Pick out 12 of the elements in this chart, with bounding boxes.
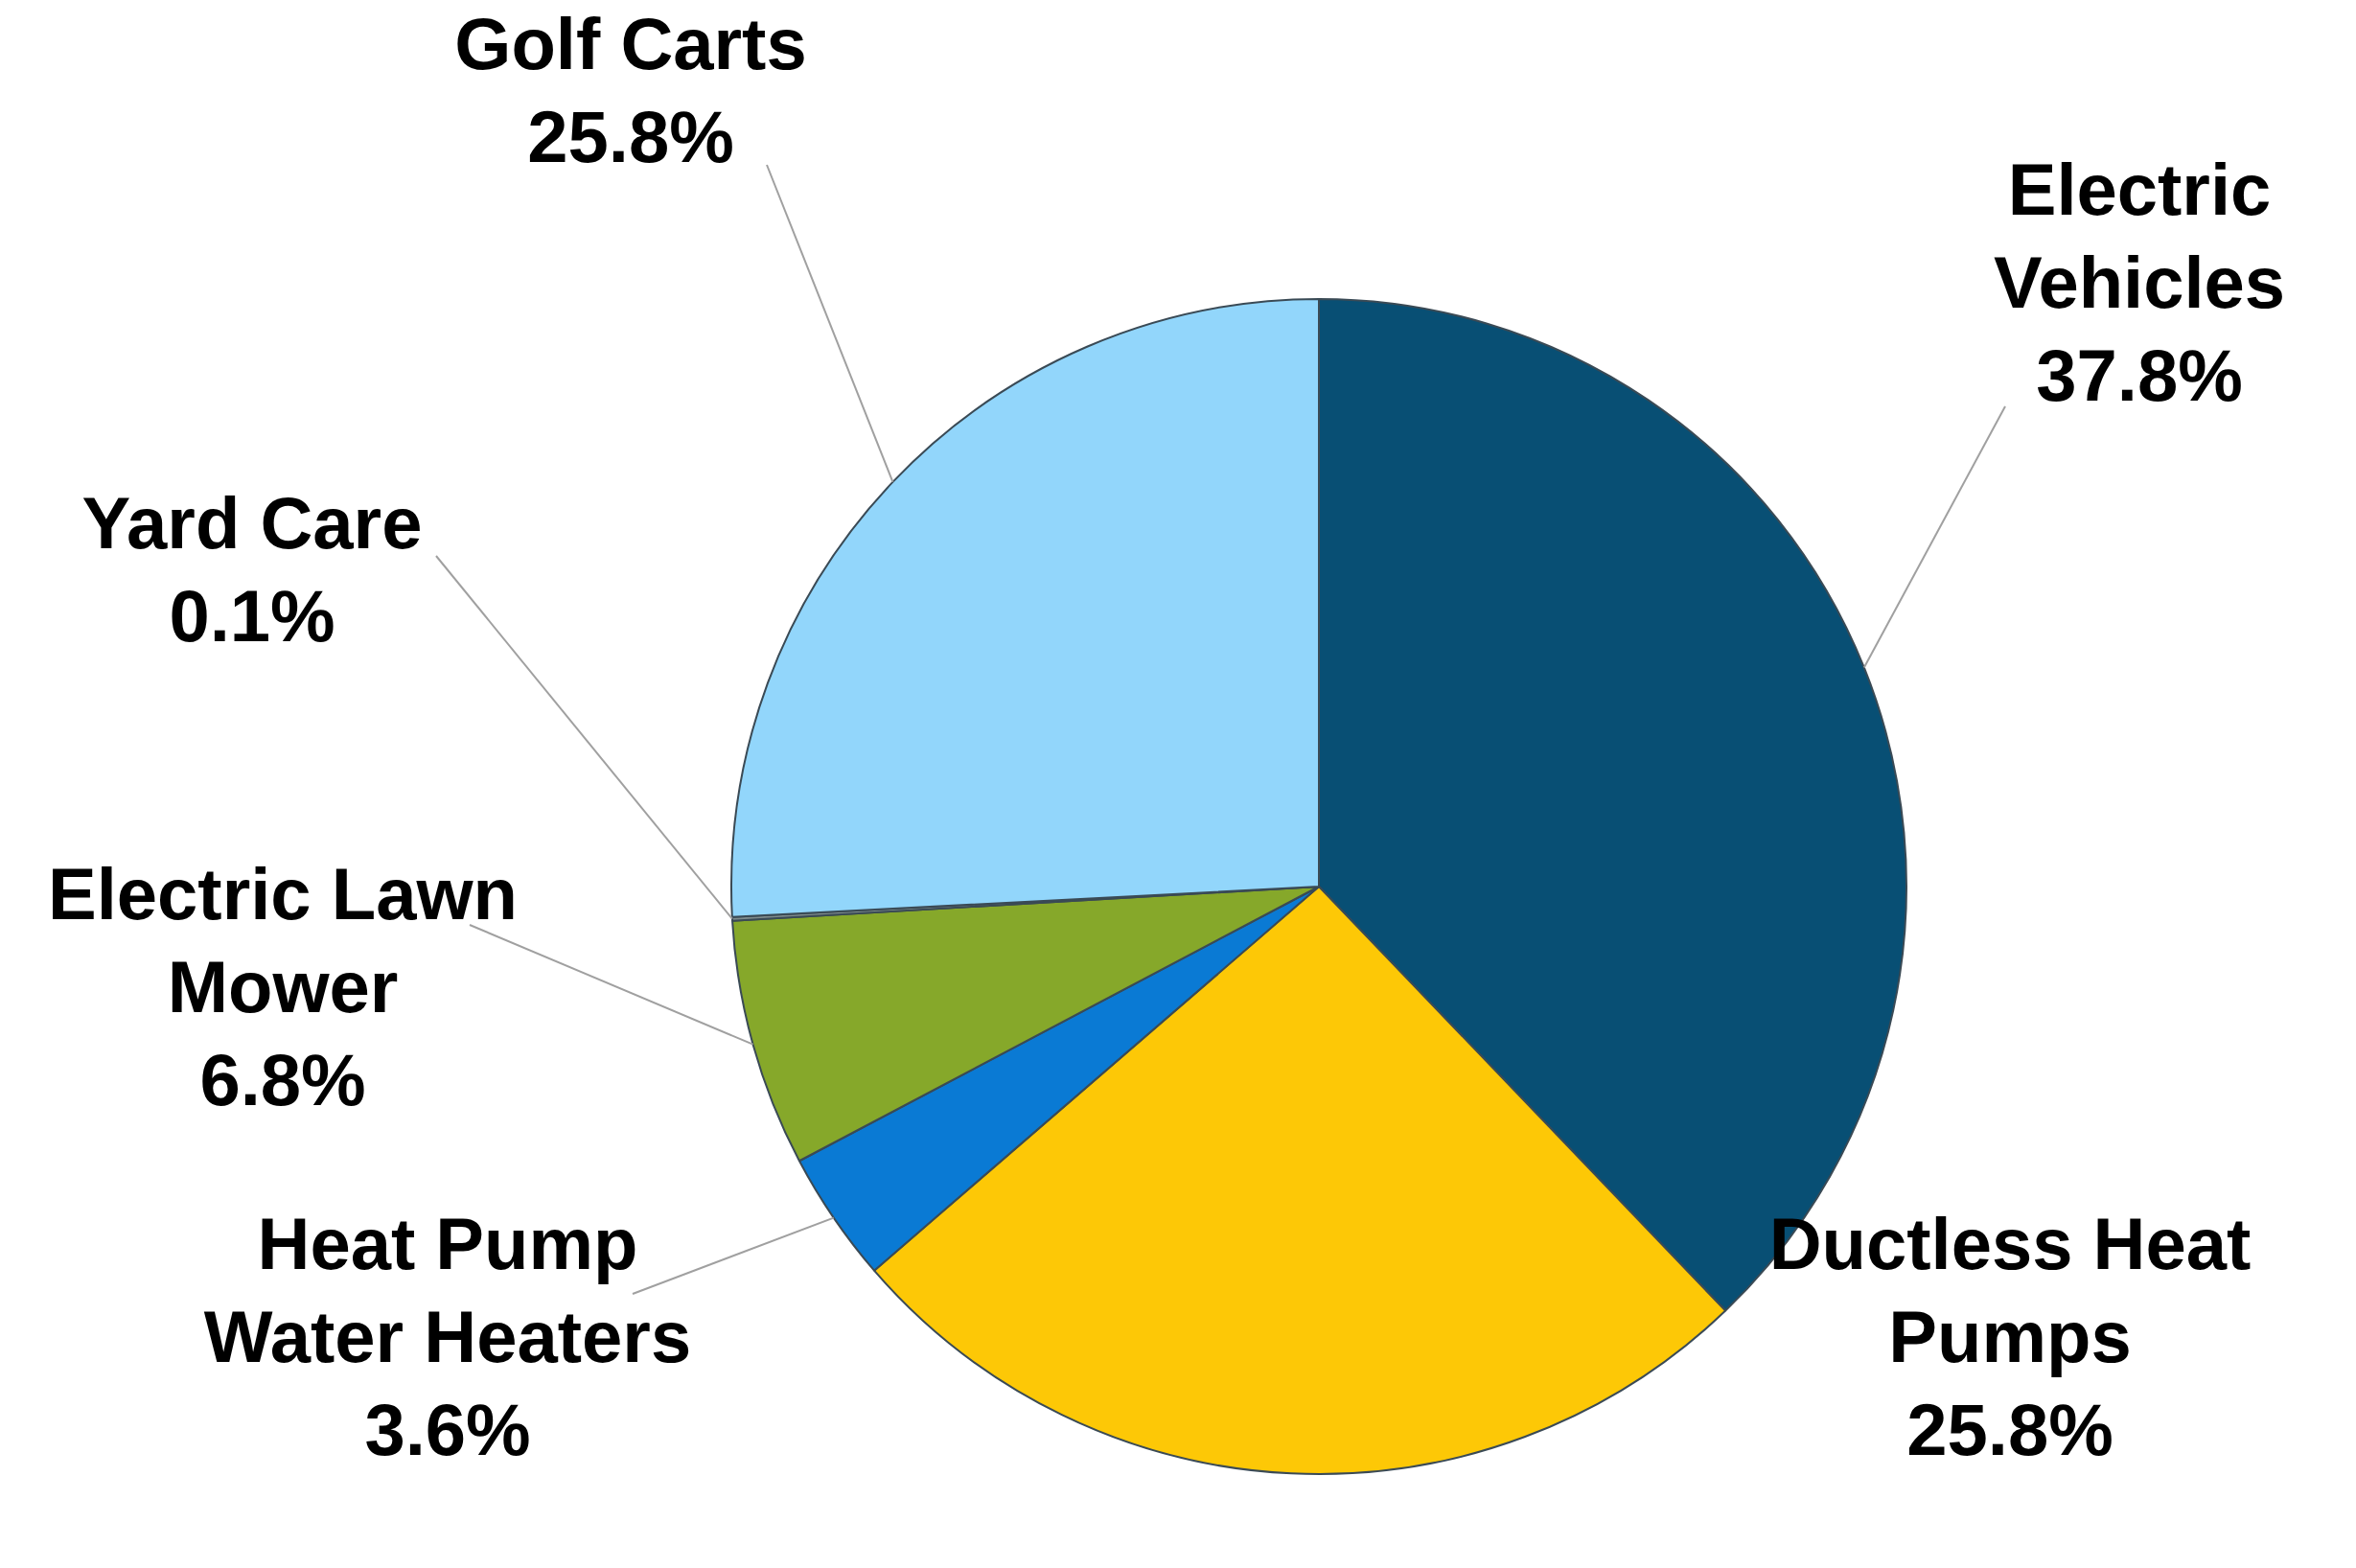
slice-label: Yard Care <box>81 482 423 565</box>
data-label: 37.8% <box>2036 334 2243 416</box>
data-label: 0.1% <box>169 575 335 657</box>
slice-label: Electric Lawn Mower <box>48 852 518 1027</box>
slice-label: Ductless Heat Pumps <box>1768 1202 2252 1377</box>
slice-label: Golf Carts <box>454 3 807 85</box>
data-label: 6.8% <box>199 1038 366 1120</box>
data-label: 25.8% <box>1906 1388 2113 1470</box>
slice-label: Heat Pump Water Heaters <box>203 1202 692 1377</box>
data-label: 3.6% <box>364 1388 531 1470</box>
data-label: 25.8% <box>527 96 734 178</box>
slice-label: Electric Vehicles <box>1993 148 2286 323</box>
